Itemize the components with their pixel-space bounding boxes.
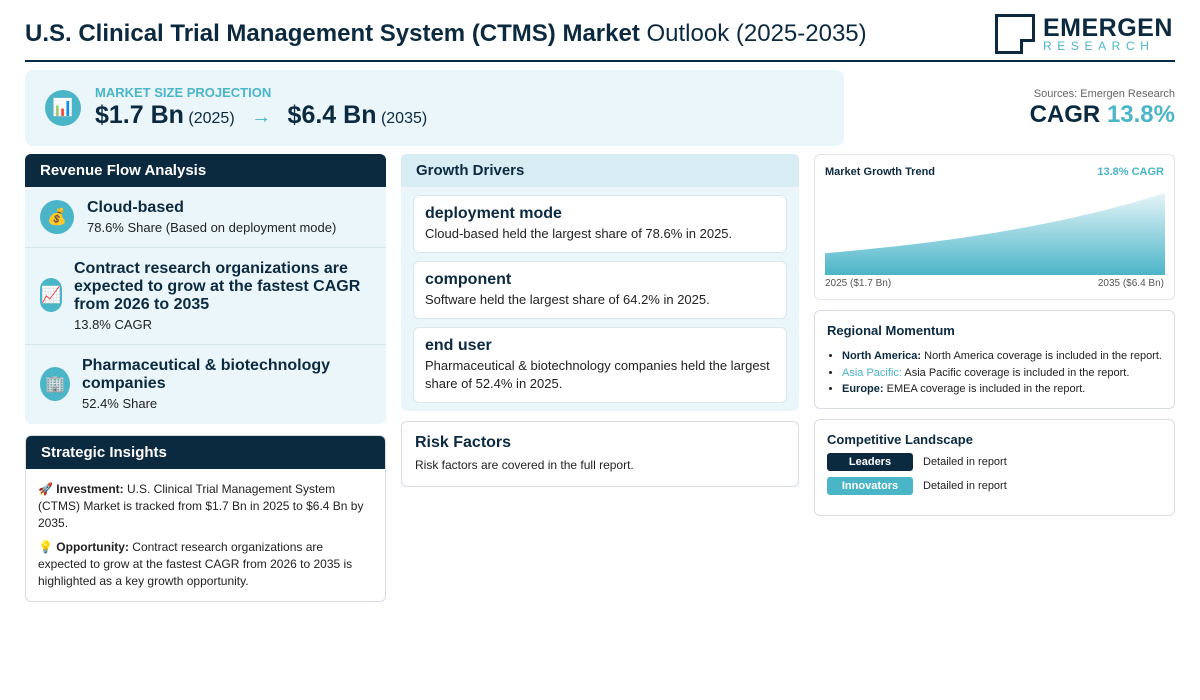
competitor-row: Innovators Detailed in report <box>827 477 1162 495</box>
trend-title: Market Growth Trend <box>825 166 936 178</box>
lightbulb-icon: 💡 <box>38 540 53 554</box>
revenue-item-title: Cloud-based <box>87 199 184 216</box>
region-name: Europe: <box>842 383 884 395</box>
strategic-insights-panel: Strategic Insights 🚀 Investment: U.S. Cl… <box>25 435 386 602</box>
region-name: Asia Pacific: <box>842 366 902 379</box>
money-bag-icon: 💰 <box>40 200 74 234</box>
cagr-value: 13.8% <box>1106 101 1175 128</box>
revenue-flow-panel: Revenue Flow Analysis 💰 Cloud-based 78.6… <box>25 154 386 424</box>
logo-wordmark: EMERGEN <box>1043 14 1173 42</box>
growth-drivers-title: Growth Drivers <box>401 154 799 187</box>
region-item: North America: North America coverage is… <box>842 348 1162 365</box>
trend-start-label: 2025 ($1.7 Bn) <box>825 278 892 289</box>
competitive-landscape-panel: Competitive Landscape Leaders Detailed i… <box>814 419 1175 516</box>
growth-area-chart <box>825 193 1165 275</box>
cagr-label: CAGR <box>1029 101 1107 128</box>
page-title-rest: Outlook (2025-2035) <box>639 20 867 47</box>
driver-card: deployment mode Cloud-based held the lar… <box>413 195 787 253</box>
cagr-summary: CAGR 13.8% <box>1030 101 1175 129</box>
start-year: (2025) <box>188 110 235 127</box>
region-text: North America coverage is included in th… <box>921 350 1162 362</box>
growth-area-series <box>825 193 1165 275</box>
leaders-badge: Leaders <box>827 453 913 471</box>
investment-insight: 🚀 Investment: U.S. Clinical Trial Manage… <box>38 481 373 532</box>
driver-card: end user Pharmaceutical & biotechnology … <box>413 327 787 403</box>
revenue-item: 🏢 Pharmaceutical & biotechnology compani… <box>25 345 386 424</box>
driver-title: deployment mode <box>425 205 562 222</box>
revenue-item-title: Contract research organizations are expe… <box>74 260 361 313</box>
revenue-item-title: Pharmaceutical & biotechnology companies <box>82 357 331 392</box>
region-item: Asia Pacific: Asia Pacific coverage is i… <box>842 365 1162 382</box>
revenue-item-sub: 78.6% Share (Based on deployment mode) <box>87 220 337 235</box>
projection-values: $1.7 Bn (2025) → $6.4 Bn (2035) <box>95 101 427 130</box>
trend-cagr: 13.8% CAGR <box>1097 166 1164 178</box>
logo-subtitle: RESEARCH <box>1043 39 1155 53</box>
opportunity-insight: 💡 Opportunity: Contract research organiz… <box>38 539 373 590</box>
arrow-right-icon: → <box>251 106 272 128</box>
end-value: $6.4 Bn <box>287 101 377 129</box>
projection-label: MARKET SIZE PROJECTION <box>95 85 272 100</box>
strategic-insights-title: Strategic Insights <box>26 436 385 469</box>
chart-icon: 📊 <box>45 90 81 126</box>
region-text: EMEA coverage is included in the report. <box>883 383 1086 395</box>
opportunity-label: Opportunity: <box>56 540 129 554</box>
competitor-text: Detailed in report <box>923 456 1007 468</box>
growth-drivers-panel: Growth Drivers deployment mode Cloud-bas… <box>401 154 799 411</box>
revenue-item: 💰 Cloud-based 78.6% Share (Based on depl… <box>25 187 386 248</box>
region-text: Asia Pacific coverage is included in the… <box>901 366 1130 379</box>
regional-momentum-panel: Regional Momentum North America: North A… <box>814 310 1175 409</box>
investment-label: Investment: <box>56 482 124 496</box>
revenue-item: 📈 Contract research organizations are ex… <box>25 248 386 345</box>
region-list: North America: North America coverage is… <box>827 348 1162 398</box>
logo-mark-icon <box>995 14 1035 54</box>
revenue-flow-title: Revenue Flow Analysis <box>25 154 386 187</box>
driver-text: Pharmaceutical & biotechnology companies… <box>425 358 770 391</box>
region-item: Europe: EMEA coverage is included in the… <box>842 381 1162 398</box>
emergen-logo: EMERGEN RESEARCH <box>995 14 1172 56</box>
region-name: North America: <box>842 350 922 362</box>
competitor-text: Detailed in report <box>923 480 1007 492</box>
risk-factors-title: Risk Factors <box>415 434 512 451</box>
revenue-item-sub: 13.8% CAGR <box>74 317 153 332</box>
driver-card: component Software held the largest shar… <box>413 261 787 319</box>
sources-label: Sources: Emergen Research <box>1033 88 1175 100</box>
driver-title: component <box>425 271 512 288</box>
driver-text: Cloud-based held the largest share of 78… <box>425 226 733 241</box>
market-growth-trend-card: Market Growth Trend 13.8% CAGR 2025 ($1.… <box>814 154 1175 300</box>
end-year: (2035) <box>380 110 428 127</box>
building-icon: 🏢 <box>40 367 70 401</box>
page-title-bold: U.S. Clinical Trial Management System (C… <box>25 20 640 47</box>
regional-momentum-title: Regional Momentum <box>827 323 955 338</box>
risk-factors-text: Risk factors are covered in the full rep… <box>415 458 634 472</box>
innovators-badge: Innovators <box>827 477 913 495</box>
opportunity-text: Contract research organizations are expe… <box>38 540 353 588</box>
competitive-landscape-title: Competitive Landscape <box>827 432 973 447</box>
competitor-row: Leaders Detailed in report <box>827 453 1162 471</box>
rocket-icon: 🚀 <box>38 482 53 496</box>
revenue-item-sub: 52.4% Share <box>82 396 158 411</box>
trend-end-label: 2035 ($6.4 Bn) <box>1097 278 1164 289</box>
risk-factors-panel: Risk Factors Risk factors are covered in… <box>401 421 799 487</box>
driver-title: end user <box>425 337 492 354</box>
market-size-projection: 📊 MARKET SIZE PROJECTION $1.7 Bn (2025) … <box>25 70 844 146</box>
start-value: $1.7 Bn <box>95 101 184 129</box>
trend-up-icon: 📈 <box>40 278 62 312</box>
driver-text: Software held the largest share of 64.2%… <box>425 292 710 307</box>
page-title: U.S. Clinical Trial Management System (C… <box>25 20 867 48</box>
investment-text: U.S. Clinical Trial Management System (C… <box>38 482 364 530</box>
page-header: U.S. Clinical Trial Management System (C… <box>25 14 1175 62</box>
